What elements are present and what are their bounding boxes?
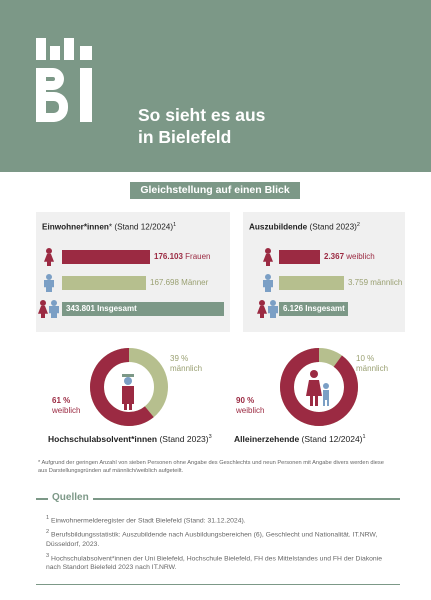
azubis-card: Auszubildende (Stand 2023)2 2.367 weibli… — [243, 212, 405, 332]
male-person-icon — [49, 300, 59, 318]
female-person-icon — [38, 300, 48, 318]
page-title: So sieht es aus in Bielefeld — [138, 104, 265, 148]
azubis-total-bar — [279, 302, 348, 316]
azubis-male-bar — [279, 276, 344, 290]
section-badge: Gleichstellung auf einen Blick — [130, 182, 300, 199]
einwohner-title: Einwohner*innen* (Stand 12/2024)1 — [42, 222, 177, 232]
graduate-icon — [122, 374, 134, 410]
quellen-heading: Quellen — [48, 492, 93, 503]
einwohner-female-label: 176.103 Frauen — [154, 252, 211, 261]
azubis-total-label: 6.126 Insgesamt — [283, 304, 345, 313]
title-line-1: So sieht es aus — [138, 105, 266, 125]
einwohner-male-label: 167.698 Männer — [150, 278, 209, 287]
einwohner-total-label: 343.801 Insgesamt — [66, 304, 137, 313]
alleinerziehende-title: Alleinerzehende (Stand 12/2024)1 — [234, 434, 366, 444]
source-item: 3 Hochschulabsolvent*innen der Uni Biele… — [46, 552, 383, 571]
azubis-title: Auszubildende (Stand 2023)2 — [249, 222, 360, 232]
einwohner-female-bar — [62, 250, 150, 264]
parent-child-icon — [306, 370, 329, 406]
azubis-male-label: 3.759 männlich — [348, 278, 403, 287]
alleinerziehende-female-arc — [280, 348, 358, 426]
hochschul-title: Hochschulabsolvent*innen (Stand 2023)3 — [48, 434, 212, 444]
male-person-icon — [44, 274, 54, 292]
header-banner: So sieht es aus in Bielefeld — [0, 0, 431, 172]
einwohner-card: Einwohner*innen* (Stand 12/2024)1 176.10… — [36, 212, 230, 332]
hochschul-donut — [88, 346, 170, 428]
einwohner-total-bar — [62, 302, 224, 316]
bielefeld-logo — [36, 38, 96, 124]
title-line-2: in Bielefeld — [138, 127, 232, 147]
sources-list: 1 Einwohnermelderegister der Stadt Biele… — [46, 514, 396, 575]
einwohner-male-bar — [62, 276, 146, 290]
female-person-icon — [44, 248, 54, 266]
male-person-icon — [268, 300, 278, 318]
source-item: 1 Einwohnermelderegister der Stadt Biele… — [46, 515, 246, 525]
quellen-divider — [36, 498, 400, 500]
bottom-divider — [36, 584, 400, 585]
azubis-female-label: 2.367 weiblich — [324, 252, 375, 261]
hochschul-female-arc — [90, 348, 168, 426]
alleinerziehende-male-pct: 10 % männlich — [356, 354, 389, 373]
hochschul-female-pct: 61 % weiblich — [52, 396, 81, 415]
hochschul-male-pct: 39 % männlich — [170, 354, 203, 373]
alleinerziehende-donut — [278, 346, 360, 428]
footnote: * Aufgrund der geringen Anzahl von siebe… — [38, 460, 384, 474]
azubis-female-bar — [279, 250, 320, 264]
source-item: 2 Berufsbildungsstatistik: Auszubildende… — [46, 529, 378, 548]
male-person-icon — [263, 274, 273, 292]
female-person-icon — [263, 248, 273, 266]
female-person-icon — [257, 300, 267, 318]
alleinerziehende-female-pct: 90 % weiblich — [236, 396, 265, 415]
